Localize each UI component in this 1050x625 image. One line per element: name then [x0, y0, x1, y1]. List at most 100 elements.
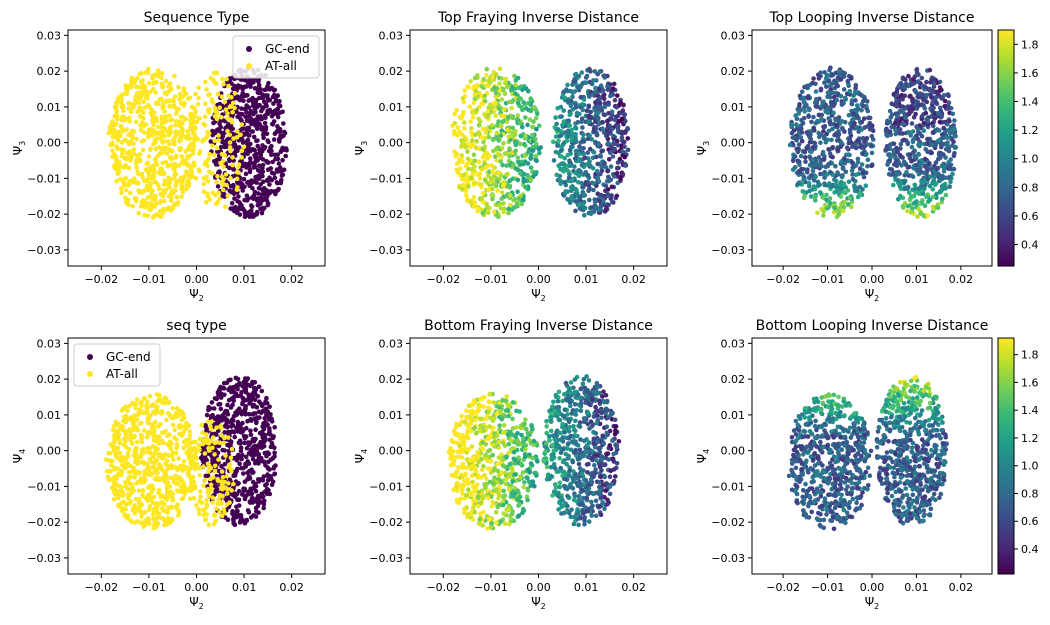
scatter-point: [573, 199, 578, 204]
y-tick-label: −0.02: [27, 208, 61, 221]
scatter-point: [180, 121, 185, 126]
scatter-point: [173, 188, 178, 193]
scatter-point: [210, 99, 215, 104]
scatter-point: [203, 80, 208, 85]
scatter-point: [173, 123, 178, 128]
scatter-point: [173, 95, 178, 100]
scatter-point: [204, 175, 209, 180]
point-cloud: [450, 67, 630, 220]
scatter-point: [856, 106, 861, 111]
scatter-point: [118, 451, 123, 456]
scatter-point: [925, 142, 930, 147]
scatter-point: [472, 153, 477, 158]
scatter-point: [818, 190, 823, 195]
y-tick-label: −0.02: [711, 208, 745, 221]
scatter-point: [936, 92, 941, 97]
scatter-point: [114, 158, 119, 163]
colorbar-tick-label: 1.8: [1021, 38, 1039, 51]
scatter-point: [260, 211, 265, 216]
scatter-point: [899, 142, 904, 147]
scatter-point: [147, 154, 152, 159]
scatter-point: [837, 132, 842, 137]
scatter-point: [799, 154, 804, 159]
scatter-point: [134, 85, 139, 90]
x-tick-label: 0.00: [526, 273, 551, 286]
scatter-point: [579, 181, 584, 186]
scatter-point: [163, 452, 168, 457]
scatter-point: [796, 159, 801, 164]
scatter-point: [157, 131, 162, 136]
scatter-point: [588, 147, 593, 152]
scatter-point: [131, 147, 136, 152]
scatter-point: [237, 162, 242, 167]
scatter-point: [472, 195, 477, 200]
scatter-point: [941, 126, 946, 131]
scatter-point: [621, 172, 626, 177]
scatter-point: [223, 100, 228, 105]
scatter-point: [277, 99, 282, 104]
scatter-point: [462, 100, 467, 105]
scatter-point: [821, 125, 826, 130]
scatter-point: [275, 110, 280, 115]
scatter-point: [598, 105, 603, 110]
scatter-point: [276, 115, 281, 120]
scatter-point: [529, 165, 534, 170]
point-cloud: [107, 67, 289, 220]
x-axis-label-sub: 2: [874, 294, 879, 303]
scatter-point: [495, 131, 500, 136]
scatter-point: [605, 179, 610, 184]
scatter-point: [493, 113, 498, 118]
scatter-point: [278, 104, 283, 109]
scatter-point: [899, 186, 904, 191]
scatter-point: [140, 191, 145, 196]
scatter-point: [477, 160, 482, 165]
scatter-point: [162, 182, 167, 187]
scatter-point: [265, 160, 270, 165]
scatter-point: [224, 172, 229, 177]
scatter-point: [184, 169, 189, 174]
scatter-point: [500, 163, 505, 168]
scatter-point: [893, 121, 898, 126]
scatter-point: [827, 120, 832, 125]
scatter-point: [255, 210, 260, 215]
scatter-point: [569, 145, 574, 150]
scatter-point: [265, 487, 270, 492]
scatter-point: [918, 131, 923, 136]
scatter-point: [898, 146, 903, 151]
scatter-point: [142, 179, 147, 184]
scatter-point: [129, 110, 134, 115]
scatter-point: [258, 151, 263, 156]
scatter-point: [858, 144, 863, 149]
scatter-point: [811, 169, 816, 174]
scatter-point: [252, 193, 257, 198]
scatter-point: [216, 402, 221, 407]
scatter-point: [506, 115, 511, 120]
scatter-point: [477, 123, 482, 128]
scatter-point: [133, 179, 138, 184]
scatter-point: [499, 155, 504, 160]
scatter-point: [807, 108, 812, 113]
scatter-point: [870, 163, 875, 168]
scatter-point: [811, 76, 816, 81]
scatter-point: [587, 198, 592, 203]
scatter-point: [206, 179, 211, 184]
scatter-point: [849, 205, 854, 210]
scatter-point: [606, 187, 611, 192]
scatter-point: [848, 196, 853, 201]
scatter-point: [844, 169, 849, 174]
scatter-point: [831, 111, 836, 116]
scatter-point: [207, 131, 212, 136]
scatter-point: [202, 182, 207, 187]
scatter-point: [501, 87, 506, 92]
scatter-point: [841, 209, 846, 214]
scatter-point: [593, 200, 598, 205]
scatter-point: [460, 133, 465, 138]
scatter-point: [246, 196, 251, 201]
scatter-point: [167, 89, 172, 94]
scatter-point: [138, 72, 143, 77]
scatter-point: [207, 92, 212, 97]
scatter-point: [153, 180, 158, 185]
scatter-point: [114, 100, 119, 105]
scatter-point: [500, 146, 505, 151]
